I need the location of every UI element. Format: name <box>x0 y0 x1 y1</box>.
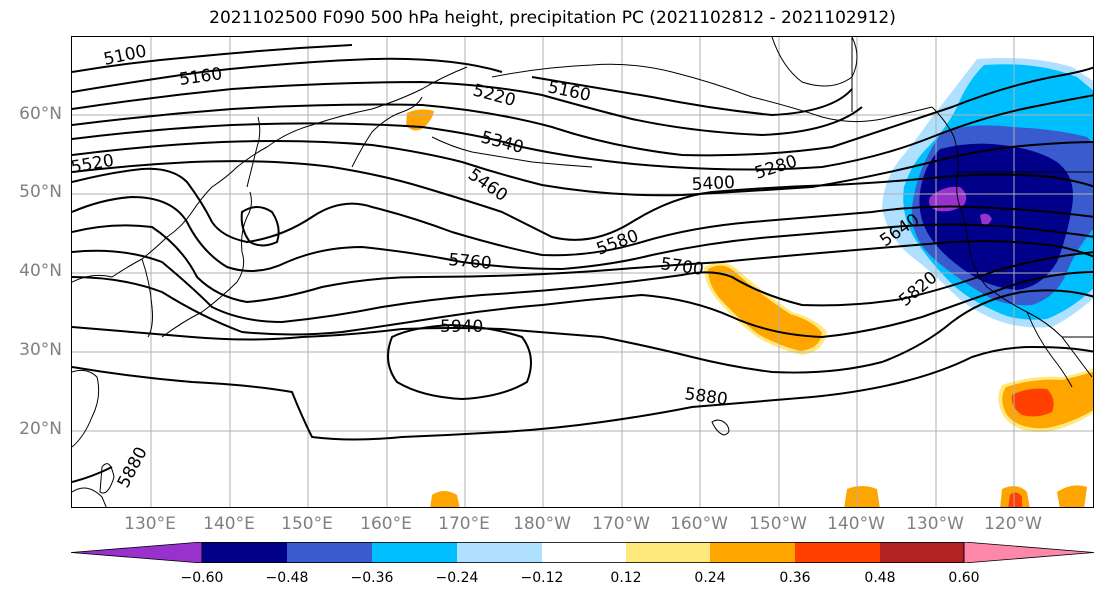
contour-label-5880-sw: 5880 <box>114 444 152 492</box>
contour-5220 <box>72 80 863 137</box>
colorbar-tick-10: 0.60 <box>948 570 980 586</box>
contour-label-5940: 5940 <box>440 317 483 337</box>
height-contours <box>72 44 1093 483</box>
precip-red-subtropic <box>1011 388 1054 417</box>
contour-5940 <box>387 323 532 401</box>
colorbar-tick-6: 0.12 <box>610 570 642 586</box>
contour-5460 <box>72 160 1093 241</box>
lon-label-150e: 150°E <box>281 514 333 534</box>
colorbar-seg-4 <box>457 542 542 563</box>
lon-label-150w: 150°W <box>749 514 807 534</box>
lon-label-130w: 130°W <box>906 514 964 534</box>
colorbar-tick-2: −0.48 <box>265 570 309 586</box>
contour-label-5700: 5700 <box>659 254 705 280</box>
map-title: 2021102500 F090 500 hPa height, precipit… <box>209 8 896 28</box>
contour-label-5580: 5580 <box>594 226 641 260</box>
contour-5580 <box>72 195 1093 272</box>
contour-5160-east <box>531 76 853 117</box>
map-canvas: 5100 5160 5220 5160 5340 5280 5400 5460 … <box>72 37 1093 507</box>
coast-sakhalin <box>246 116 261 188</box>
lat-label-40n: 40°N <box>19 261 62 281</box>
contour-5340 <box>72 94 1093 171</box>
contour-5760 <box>72 271 1093 339</box>
coast-baja <box>1026 311 1073 388</box>
contour-5880 <box>72 345 1093 441</box>
lon-label-170e: 170°E <box>438 514 490 534</box>
colorbar-seg-5 <box>542 542 626 563</box>
coast-china-south <box>72 369 100 448</box>
precip-orange-south-1 <box>430 491 460 507</box>
contour-label-5160-west: 5160 <box>178 64 224 90</box>
precip-orange-south-2 <box>844 486 880 507</box>
colorbar-tick-4: −0.24 <box>435 570 479 586</box>
colorbar-seg-8 <box>795 542 880 563</box>
precip-orange-south-4 <box>1057 485 1087 507</box>
colorbar <box>71 542 1094 563</box>
coast-hawaii <box>711 419 730 436</box>
contour-label-5400: 5400 <box>691 173 735 195</box>
contour-5160-west <box>72 57 503 93</box>
lon-label-170w: 170°W <box>592 514 650 534</box>
lat-label-60n: 60°N <box>19 104 62 124</box>
lat-label-20n: 20°N <box>19 419 62 439</box>
colorbar-extend-low <box>71 542 203 563</box>
contour-label-5160-east: 5160 <box>546 77 592 106</box>
coast-philippines <box>72 487 107 507</box>
colorbar-outline <box>201 542 965 563</box>
map-panel: 5100 5160 5220 5160 5340 5280 5400 5460 … <box>71 36 1094 508</box>
colorbar-tick-7: 0.24 <box>694 570 726 586</box>
coast-taiwan <box>99 463 115 494</box>
colorbar-tick-3: −0.36 <box>350 570 394 586</box>
colorbar-seg-7 <box>710 542 795 563</box>
colorbar-tick-5: −0.12 <box>520 570 564 586</box>
lon-label-140w: 140°W <box>827 514 885 534</box>
precip-shading-positive <box>406 109 1093 507</box>
lon-label-130e: 130°E <box>124 514 176 534</box>
colorbar-seg-2 <box>287 542 372 563</box>
contour-5640 <box>72 224 1093 304</box>
coast-korea <box>141 258 153 338</box>
coast-north-america-west <box>931 106 1093 378</box>
contour-low-japan <box>240 206 280 247</box>
contour-label-5760: 5760 <box>448 250 493 274</box>
contour-5820 <box>72 289 1093 374</box>
coast-alaska <box>491 63 933 123</box>
lon-label-180w: 180°W <box>513 514 571 534</box>
colorbar-tick-8: 0.36 <box>779 570 811 586</box>
contour-label-5100: 5100 <box>102 41 148 70</box>
lon-label-120w: 120°W <box>984 514 1042 534</box>
colorbar-tick-1: −0.60 <box>180 570 224 586</box>
lon-label-160e: 160°E <box>360 514 412 534</box>
contour-label-5340: 5340 <box>479 128 526 159</box>
lon-label-160w: 160°W <box>670 514 728 534</box>
contour-5280 <box>72 66 1093 157</box>
contour-5100 <box>72 44 353 73</box>
lon-label-140e: 140°E <box>203 514 255 534</box>
contour-5520 <box>72 167 1093 257</box>
contour-5880-sw <box>72 466 113 483</box>
precip-shading-negative <box>882 58 1093 328</box>
lat-label-50n: 50°N <box>19 182 62 202</box>
colorbar-tick-9: 0.48 <box>864 570 896 586</box>
precip-red-south-3 <box>1008 492 1022 507</box>
lat-label-30n: 30°N <box>19 340 62 360</box>
coast-aleutians <box>431 136 593 168</box>
contour-5700 <box>72 249 1093 324</box>
contour-5400 <box>72 140 1093 197</box>
coast-asia <box>72 66 468 283</box>
colorbar-seg-3 <box>372 542 457 563</box>
precip-purple-small <box>980 213 992 226</box>
colorbar-extend-high <box>963 542 1094 563</box>
colorbar-seg-1 <box>202 542 287 563</box>
contour-label-5220: 5220 <box>471 81 518 112</box>
contour-label-5880: 5880 <box>683 384 729 410</box>
colorbar-seg-9 <box>880 542 964 563</box>
contour-label-5280: 5280 <box>752 151 799 183</box>
precip-dark-blue <box>919 143 1073 290</box>
precip-orange-central <box>708 265 822 351</box>
coast-alaska-north <box>771 37 858 87</box>
colorbar-seg-6 <box>626 542 710 563</box>
